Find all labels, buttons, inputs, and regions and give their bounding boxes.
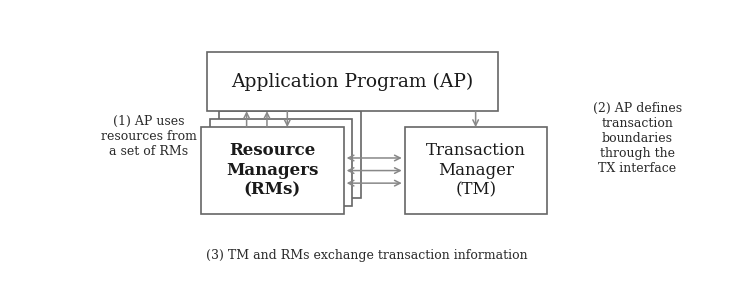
Bar <box>201 127 344 214</box>
Text: (2) AP defines
transaction
boundaries
through the
TX interface: (2) AP defines transaction boundaries th… <box>592 102 682 175</box>
Bar <box>405 127 547 214</box>
Text: Resource
Managers
(RMs): Resource Managers (RMs) <box>226 143 319 199</box>
Text: (3) TM and RMs exchange transaction information: (3) TM and RMs exchange transaction info… <box>206 249 528 262</box>
Text: Transaction
Manager
(TM): Transaction Manager (TM) <box>426 143 526 199</box>
Bar <box>219 111 362 198</box>
Text: Application Program (AP): Application Program (AP) <box>231 72 473 91</box>
Text: (1) AP uses
resources from
a set of RMs: (1) AP uses resources from a set of RMs <box>101 115 197 158</box>
Bar <box>210 119 352 206</box>
Bar <box>207 52 498 111</box>
